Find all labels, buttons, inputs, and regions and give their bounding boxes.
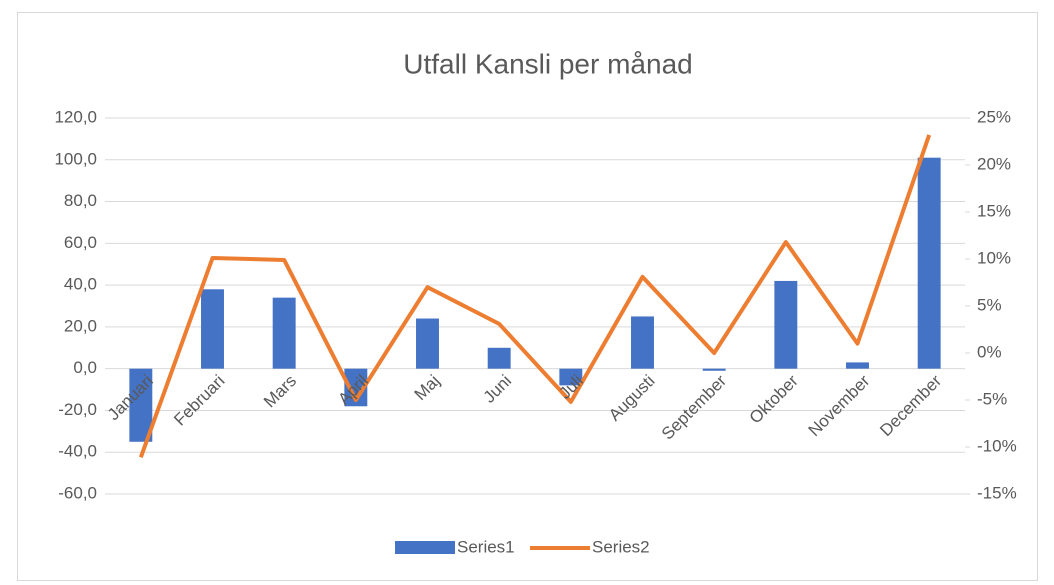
y-tick-label: -40,0 (58, 442, 97, 461)
line (138, 134, 932, 459)
y-tick-label: 80,0 (64, 191, 97, 210)
y-tick-label: 120,0 (54, 107, 97, 126)
bar (129, 368, 153, 442)
y-tick-label: 20,0 (64, 316, 97, 335)
bar (559, 368, 583, 386)
y2-tick-label: 5% (977, 295, 1002, 314)
legend-label: Series1 (457, 537, 515, 556)
bar (702, 368, 726, 371)
y-tick-label: 100,0 (54, 149, 97, 168)
bar (631, 316, 654, 369)
bar (344, 368, 368, 407)
y-tick-label: 60,0 (64, 233, 97, 252)
y-tick-label: -20,0 (58, 400, 97, 419)
chart-border (17, 12, 1038, 581)
y2-tick-label: -10% (977, 436, 1017, 455)
legend-label: Series2 (592, 537, 650, 556)
y2-tick-label: 0% (977, 342, 1002, 361)
y2-tick-label: 25% (977, 107, 1011, 126)
y2-tick-label: 20% (977, 154, 1011, 173)
bar (917, 157, 941, 369)
bar (846, 362, 869, 369)
bar (416, 318, 439, 369)
y-tick-label: 40,0 (64, 275, 97, 294)
y2-tick-label: 10% (977, 248, 1011, 267)
y2-tick-label: -5% (977, 389, 1007, 408)
y-tick-label: -60,0 (58, 483, 97, 502)
legend-swatch (395, 541, 455, 554)
chart-title: Utfall Kansli per månad (403, 48, 692, 79)
bar (272, 297, 296, 369)
bar (487, 347, 511, 369)
bar (774, 280, 798, 369)
y2-tick-label: -15% (977, 483, 1017, 502)
y2-tick-label: 15% (977, 201, 1011, 220)
bar (201, 289, 224, 369)
y-tick-label: 0,0 (73, 358, 97, 377)
